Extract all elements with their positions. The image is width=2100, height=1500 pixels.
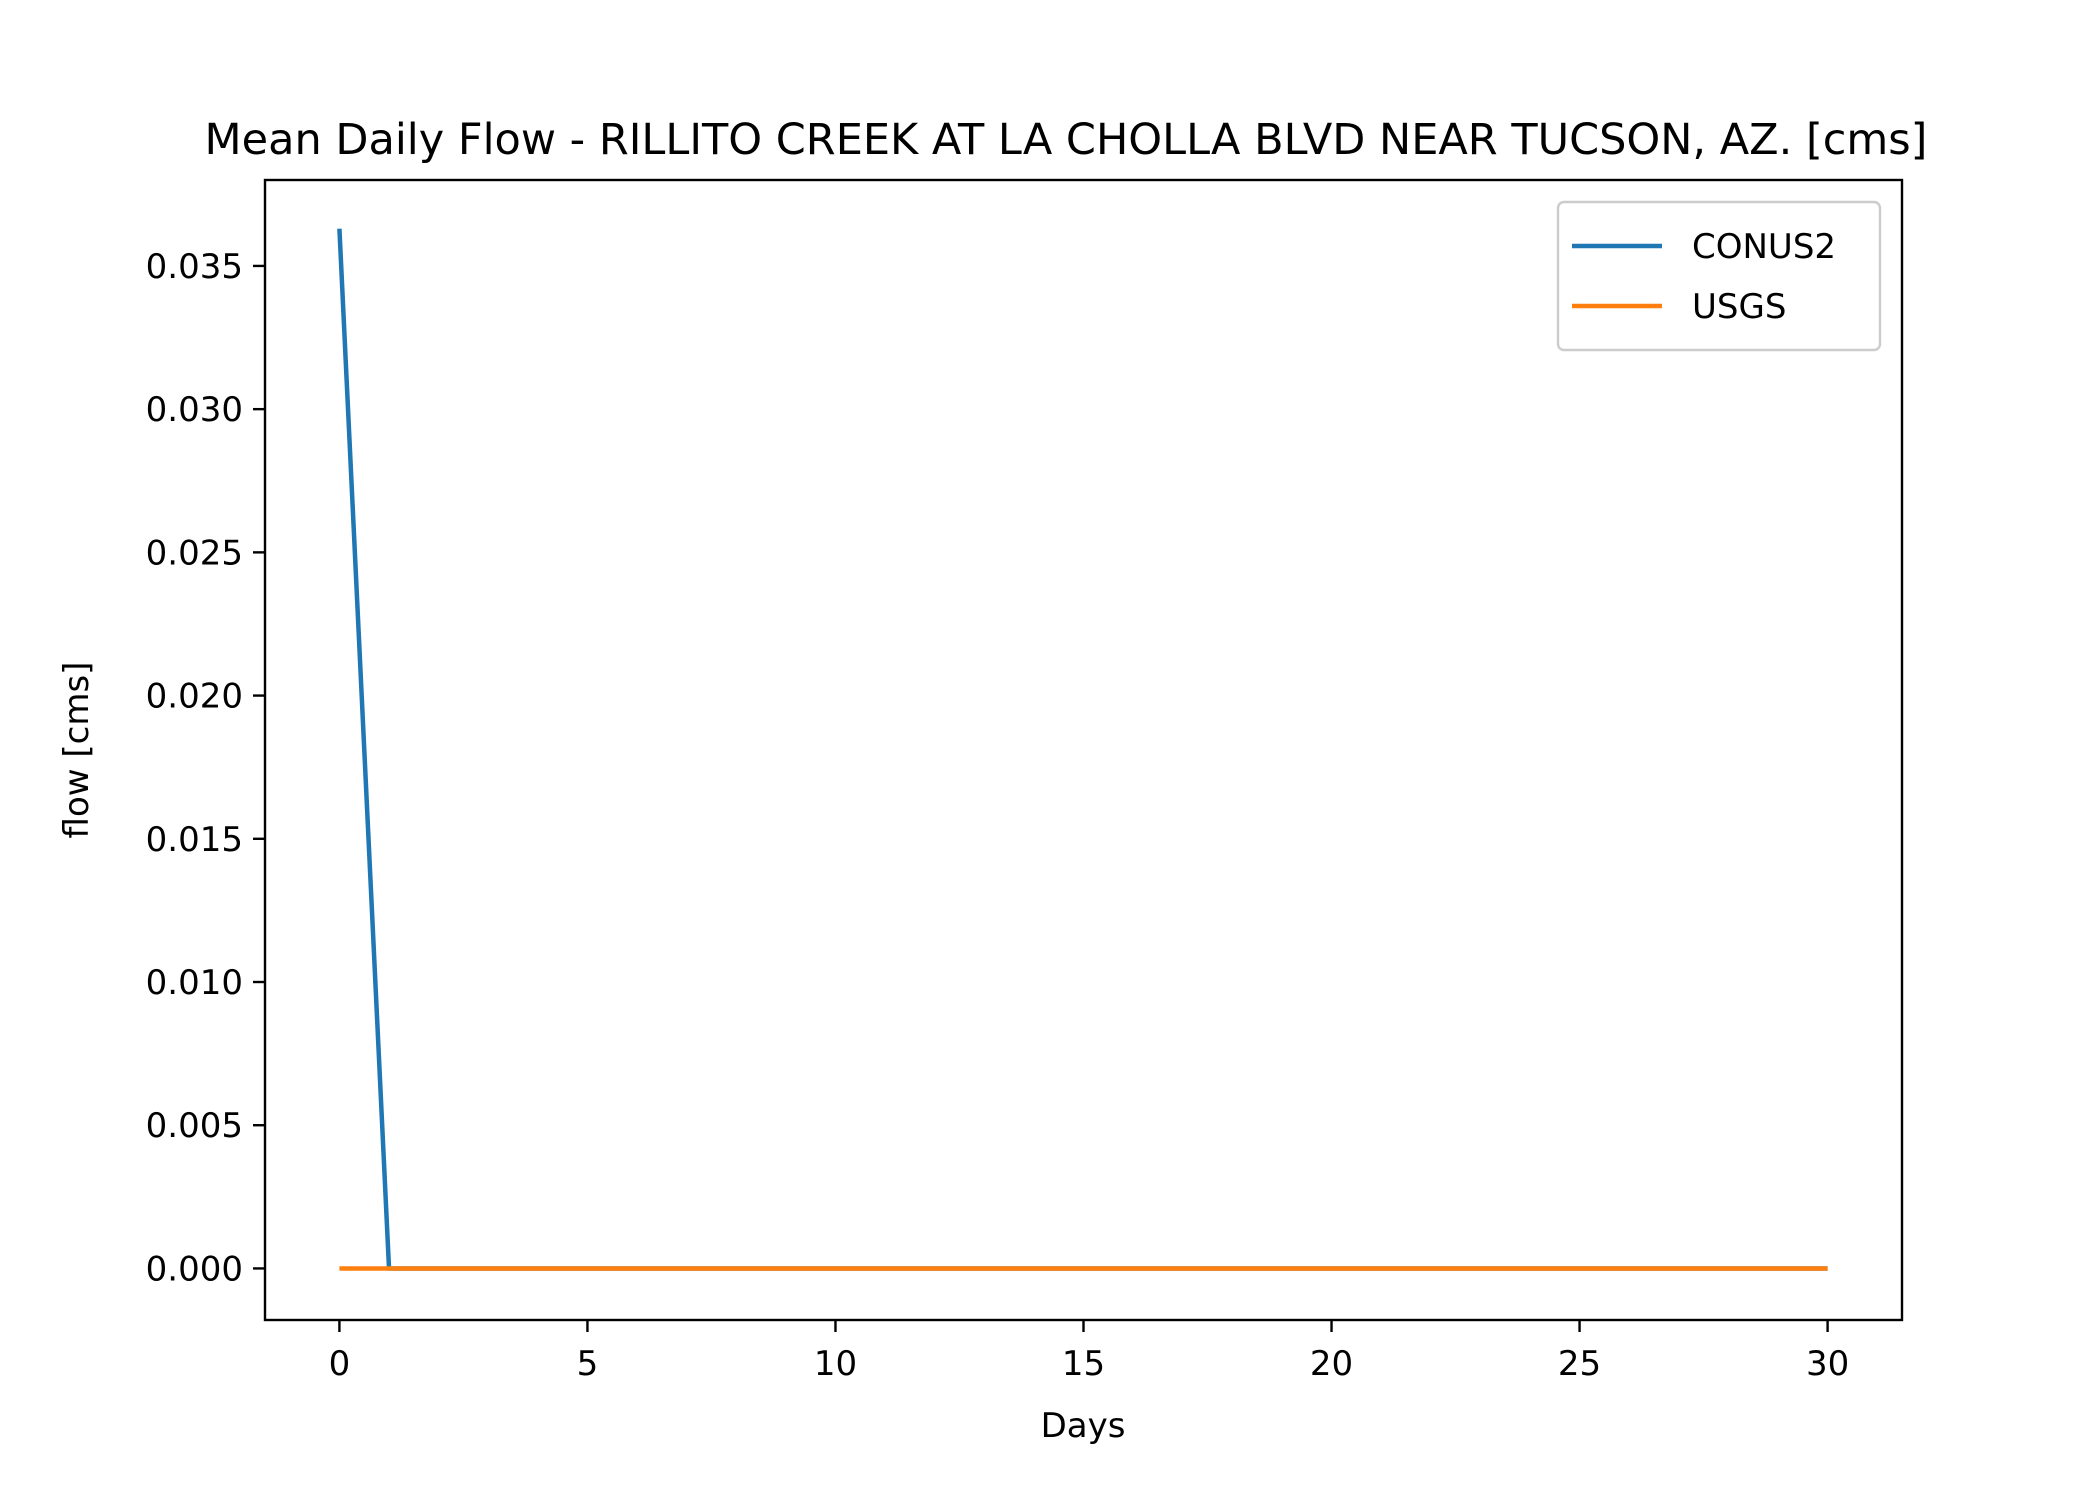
y-tick-label: 0.005 bbox=[146, 1106, 243, 1146]
legend-box bbox=[1556, 200, 1882, 352]
y-tick-label: 0.015 bbox=[146, 820, 243, 860]
legend-label-usgs: USGS bbox=[1692, 287, 1786, 327]
x-tick-label: 25 bbox=[1558, 1344, 1601, 1384]
y-tick-label: 0.025 bbox=[146, 533, 243, 573]
x-tick-label: 5 bbox=[577, 1344, 599, 1384]
axis-ticks: 0 5 10 15 20 25 30 0.000 0.005 0.010 0.015 0.020 0.0… bbox=[146, 247, 1850, 1384]
y-tick-label: 0.020 bbox=[146, 677, 243, 717]
y-axis-label: flow [cms] bbox=[57, 662, 97, 839]
x-axis-label: Days bbox=[1041, 1406, 1126, 1446]
plot-area bbox=[337, 228, 1828, 1271]
y-tick-label: 0.000 bbox=[146, 1249, 243, 1289]
legend: CONUS2 USGS bbox=[1556, 200, 1882, 352]
chart-title: Mean Daily Flow - RILLITO CREEK AT LA CH… bbox=[205, 115, 1928, 165]
y-tick-label: 0.010 bbox=[146, 963, 243, 1003]
x-tick-label: 0 bbox=[329, 1344, 351, 1384]
x-tick-label: 30 bbox=[1806, 1344, 1849, 1384]
x-tick-label: 20 bbox=[1310, 1344, 1353, 1384]
x-tick-label: 15 bbox=[1062, 1344, 1105, 1384]
y-tick-label: 0.035 bbox=[146, 247, 243, 287]
y-tick-label: 0.030 bbox=[146, 390, 243, 430]
legend-label-conus2: CONUS2 bbox=[1692, 227, 1836, 267]
x-tick-label: 10 bbox=[814, 1344, 857, 1384]
